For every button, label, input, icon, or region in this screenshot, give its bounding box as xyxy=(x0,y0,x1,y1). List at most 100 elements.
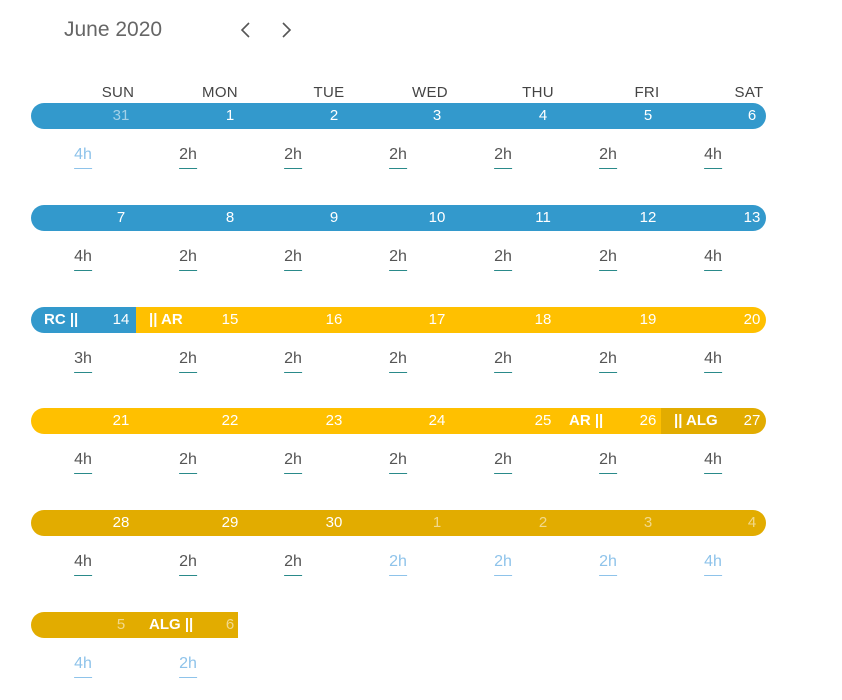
day-number[interactable]: 30 xyxy=(325,514,343,531)
day-number[interactable]: 26 xyxy=(639,412,657,429)
day-number[interactable]: 25 xyxy=(534,412,552,429)
day-number[interactable]: 21 xyxy=(112,412,130,429)
day-hours-link[interactable]: 2h xyxy=(389,450,407,474)
day-hours-link[interactable]: 2h xyxy=(599,450,617,474)
day-number[interactable]: 24 xyxy=(428,412,446,429)
day-number[interactable]: 11 xyxy=(535,209,551,226)
day-hours-link[interactable]: 4h xyxy=(74,450,92,474)
day-number[interactable]: 15 xyxy=(221,311,239,328)
day-number[interactable]: 12 xyxy=(639,209,657,226)
day-number[interactable]: 5 xyxy=(116,616,126,633)
day-hours-link[interactable]: 2h xyxy=(494,450,512,474)
day-number[interactable]: 5 xyxy=(643,107,653,124)
dow-fri: FRI xyxy=(634,84,660,101)
week-segment-blue[interactable] xyxy=(31,205,766,231)
prev-month-button[interactable] xyxy=(236,18,256,42)
day-hours-link[interactable]: 2h xyxy=(284,349,302,373)
day-number[interactable]: 29 xyxy=(221,514,239,531)
week-segment-blue[interactable] xyxy=(31,307,136,333)
day-number[interactable]: 10 xyxy=(428,209,446,226)
day-hours-link[interactable]: 2h xyxy=(179,552,197,576)
day-number[interactable]: 8 xyxy=(225,209,235,226)
day-number[interactable]: 3 xyxy=(643,514,653,531)
week-bar[interactable]: RC || || AR 14 15 16 17 18 19 20 xyxy=(31,307,766,333)
day-number[interactable]: 4 xyxy=(538,107,548,124)
period-label: AR || xyxy=(569,412,604,429)
day-hours-link[interactable]: 4h xyxy=(74,654,92,678)
day-hours-link[interactable]: 4h xyxy=(704,247,722,271)
day-number[interactable]: 4 xyxy=(747,514,757,531)
day-number[interactable]: 6 xyxy=(225,616,235,633)
day-hours-link[interactable]: 4h xyxy=(74,247,92,271)
day-hours-link[interactable]: 2h xyxy=(284,247,302,271)
day-number[interactable]: 31 xyxy=(112,107,130,124)
day-hours-link[interactable]: 2h xyxy=(179,247,197,271)
day-number[interactable]: 28 xyxy=(112,514,130,531)
day-hours-link[interactable]: 2h xyxy=(179,349,197,373)
day-number[interactable]: 22 xyxy=(221,412,239,429)
day-number[interactable]: 19 xyxy=(639,311,657,328)
period-label: || ALG xyxy=(674,412,718,429)
day-hours-link[interactable]: 4h xyxy=(704,552,722,576)
day-number[interactable]: 18 xyxy=(534,311,552,328)
day-hours-link[interactable]: 2h xyxy=(494,145,512,169)
week-bar[interactable]: 28 29 30 1 2 3 4 xyxy=(31,510,766,536)
week-bar[interactable]: 7 8 9 10 11 12 13 xyxy=(31,205,766,231)
day-hours-link[interactable]: 2h xyxy=(389,349,407,373)
hours-row: 4h 2h 2h 2h 2h 2h 4h xyxy=(0,450,842,480)
day-number[interactable]: 3 xyxy=(432,107,442,124)
day-hours-link[interactable]: 2h xyxy=(389,552,407,576)
day-number[interactable]: 14 xyxy=(112,311,130,328)
day-hours-link[interactable]: 2h xyxy=(179,654,197,678)
hours-row: 3h 2h 2h 2h 2h 2h 4h xyxy=(0,349,842,379)
day-number[interactable]: 9 xyxy=(329,209,339,226)
day-number[interactable]: 2 xyxy=(329,107,339,124)
week-segment-gold[interactable] xyxy=(31,612,238,638)
week-segment-gold[interactable] xyxy=(661,408,766,434)
day-number[interactable]: 27 xyxy=(743,412,761,429)
day-hours-link[interactable]: 4h xyxy=(74,145,92,169)
day-hours-link[interactable]: 4h xyxy=(704,349,722,373)
day-hours-link[interactable]: 2h xyxy=(284,552,302,576)
day-hours-link[interactable]: 2h xyxy=(389,145,407,169)
day-number[interactable]: 6 xyxy=(747,107,757,124)
day-number[interactable]: 13 xyxy=(743,209,761,226)
day-hours-link[interactable]: 2h xyxy=(179,450,197,474)
day-number[interactable]: 23 xyxy=(325,412,343,429)
week-segment-gold[interactable] xyxy=(31,510,766,536)
day-hours-link[interactable]: 4h xyxy=(704,450,722,474)
hours-row: 4h 2h xyxy=(0,654,842,684)
day-hours-link[interactable]: 2h xyxy=(494,247,512,271)
day-number[interactable]: 16 xyxy=(325,311,343,328)
week-bar[interactable]: ALG || 5 6 xyxy=(31,612,238,638)
day-hours-link[interactable]: 4h xyxy=(74,552,92,576)
day-number[interactable]: 20 xyxy=(743,311,761,328)
day-number[interactable]: 17 xyxy=(428,311,446,328)
day-hours-link[interactable]: 2h xyxy=(389,247,407,271)
day-hours-link[interactable]: 3h xyxy=(74,349,92,373)
day-hours-link[interactable]: 2h xyxy=(494,552,512,576)
week-bar[interactable]: 31 1 2 3 4 5 6 xyxy=(31,103,766,129)
day-hours-link[interactable]: 2h xyxy=(284,450,302,474)
week-segment-blue[interactable] xyxy=(31,103,766,129)
week-segment-yellow[interactable] xyxy=(31,408,661,434)
week-bar[interactable]: AR || || ALG 21 22 23 24 25 26 27 xyxy=(31,408,766,434)
day-of-week-header: SUN MON TUE WED THU FRI SAT xyxy=(0,84,842,101)
day-number[interactable]: 2 xyxy=(538,514,548,531)
day-number[interactable]: 1 xyxy=(225,107,235,124)
day-hours-link[interactable]: 2h xyxy=(179,145,197,169)
day-hours-link[interactable]: 2h xyxy=(494,349,512,373)
dow-thu: THU xyxy=(522,84,554,101)
week-segment-yellow[interactable] xyxy=(136,307,766,333)
day-hours-link[interactable]: 4h xyxy=(704,145,722,169)
day-hours-link[interactable]: 2h xyxy=(284,145,302,169)
day-number[interactable]: 7 xyxy=(116,209,126,226)
day-number[interactable]: 1 xyxy=(432,514,442,531)
day-hours-link[interactable]: 2h xyxy=(599,247,617,271)
dow-tue: TUE xyxy=(313,84,345,101)
day-hours-link[interactable]: 2h xyxy=(599,145,617,169)
next-month-button[interactable] xyxy=(276,18,296,42)
month-title: June 2020 xyxy=(64,18,163,41)
day-hours-link[interactable]: 2h xyxy=(599,349,617,373)
day-hours-link[interactable]: 2h xyxy=(599,552,617,576)
